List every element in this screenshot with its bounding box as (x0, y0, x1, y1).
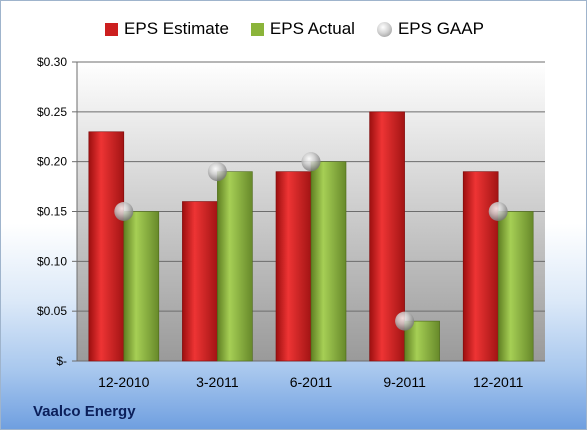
bar-eps-estimate (462, 171, 499, 362)
legend-item-estimate: EPS Estimate (105, 19, 229, 39)
legend-item-gaap: EPS GAAP (376, 19, 484, 39)
marker-eps-gaap (207, 162, 227, 182)
y-tick-label: $0.05 (37, 304, 67, 318)
x-tick-label: 6-2011 (290, 374, 333, 390)
legend-label-gaap: EPS GAAP (397, 19, 484, 38)
y-tick-label: $0.25 (37, 105, 67, 119)
y-tick-label: $0.30 (37, 55, 67, 69)
x-tick-label: 12-2010 (98, 374, 150, 390)
bar-eps-estimate (182, 201, 218, 362)
x-tick-label: 12-2011 (473, 374, 524, 390)
marker-eps-gaap (114, 202, 134, 221)
marker-eps-gaap (395, 311, 415, 331)
x-tick-label: 3-2011 (196, 374, 239, 390)
bar-eps-estimate (275, 171, 312, 362)
legend: EPS Estimate EPS Actual EPS GAAP (1, 19, 587, 39)
marker-eps-gaap (301, 152, 321, 172)
marker-eps-gaap (488, 202, 508, 221)
legend-swatch-actual (250, 22, 264, 36)
bar-eps-actual (217, 171, 253, 362)
y-tick-label: $- (56, 354, 67, 368)
y-tick-label: $0.10 (37, 254, 67, 268)
legend-swatch-gaap (376, 21, 392, 37)
bar-eps-estimate (88, 131, 125, 362)
legend-item-actual: EPS Actual (250, 19, 355, 39)
bar-eps-actual (497, 211, 534, 362)
y-tick-label: $0.20 (37, 155, 67, 169)
legend-swatch-estimate (105, 22, 119, 36)
y-tick-label: $0.15 (37, 205, 67, 219)
legend-label-estimate: EPS Estimate (124, 19, 229, 38)
bar-eps-actual (310, 161, 347, 362)
x-tick-label: 9-2011 (383, 374, 426, 390)
legend-label-actual: EPS Actual (269, 19, 355, 38)
company-name: Vaalco Energy (33, 403, 136, 420)
bar-eps-actual (123, 211, 160, 362)
